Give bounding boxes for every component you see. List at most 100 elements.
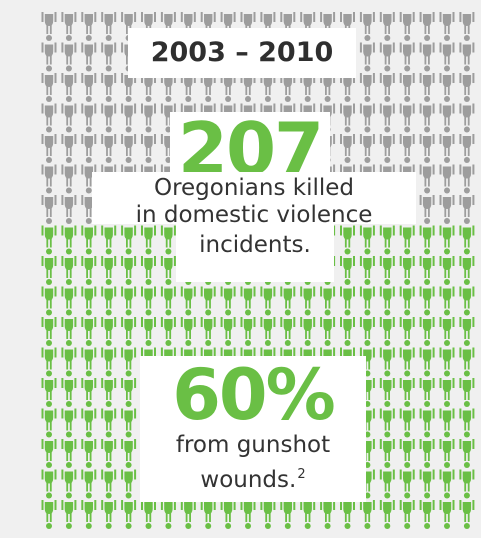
person-figure-icon (141, 73, 156, 102)
person-figure-icon (399, 286, 415, 316)
person-figure-icon (101, 317, 117, 346)
person-figure-icon (240, 73, 256, 102)
person-figure-icon (141, 134, 156, 163)
person-figure-icon (141, 286, 156, 316)
person-figure-icon (61, 378, 77, 407)
person-figure-icon (240, 286, 256, 316)
person-figure-icon (121, 256, 137, 285)
person-figure-icon (399, 73, 415, 102)
person-figure-icon (121, 347, 137, 377)
killed-caption-line-3: incidents. (199, 232, 311, 258)
person-figure-icon (61, 500, 77, 529)
person-figure-icon (101, 134, 117, 163)
person-figure-icon (359, 225, 375, 255)
person-figure-icon (419, 347, 435, 377)
person-figure-icon (359, 317, 375, 346)
person-figure-icon (121, 439, 137, 468)
person-figure-icon (180, 317, 196, 346)
person-figure-icon (260, 500, 276, 529)
person-figure-icon (81, 12, 97, 41)
person-figure-icon (459, 164, 475, 194)
person-figure-icon (379, 12, 395, 41)
person-figure-icon (439, 256, 455, 285)
person-figure-icon (459, 12, 475, 41)
person-figure-icon (419, 164, 435, 194)
person-figure-icon (81, 286, 97, 316)
person-figure-icon (359, 42, 375, 72)
person-figure-icon (399, 317, 415, 346)
person-figure-icon (379, 408, 395, 438)
person-figure-icon (101, 378, 117, 407)
person-figure-icon (200, 500, 216, 529)
person-figure-icon (459, 103, 475, 133)
person-figure-icon (399, 347, 415, 377)
person-figure-icon (81, 500, 97, 529)
person-figure-icon (280, 500, 296, 529)
person-figure-icon (160, 256, 176, 285)
person-figure-icon (359, 134, 375, 163)
person-figure-icon (399, 103, 415, 133)
person-figure-icon (419, 378, 435, 407)
person-figure-icon (340, 73, 355, 102)
footnote-marker: 2 (297, 467, 306, 482)
gunshot-stat-box: 60% from gunshot wounds.2 (140, 356, 366, 502)
person-figure-icon (61, 256, 77, 285)
person-figure-icon (81, 408, 97, 438)
person-figure-icon (41, 408, 57, 438)
person-figure-icon (160, 317, 176, 346)
person-figure-icon (41, 286, 57, 316)
person-figure-icon (439, 439, 455, 468)
person-figure-icon (439, 134, 455, 163)
person-figure-icon (121, 286, 137, 316)
person-figure-icon (41, 164, 57, 194)
person-figure-icon (419, 317, 435, 346)
person-figure-icon (160, 73, 176, 102)
person-figure-icon (459, 134, 475, 163)
killed-caption-line-1: Oregonians killed (153, 175, 355, 201)
person-figure-icon (439, 378, 455, 407)
person-figure-icon (141, 225, 156, 255)
person-figure-icon (439, 225, 455, 255)
person-figure-icon (81, 42, 97, 72)
person-figure-icon (180, 500, 196, 529)
person-figure-icon (81, 378, 97, 407)
person-figure-icon (459, 256, 475, 285)
person-figure-icon (101, 103, 117, 133)
person-figure-icon (61, 195, 77, 224)
person-figure-icon (81, 317, 97, 346)
person-figure-icon (41, 134, 57, 163)
person-figure-icon (459, 286, 475, 316)
person-figure-icon (141, 500, 156, 529)
person-figure-icon (41, 225, 57, 255)
person-figure-icon (459, 469, 475, 499)
person-figure-icon (121, 134, 137, 163)
person-figure-icon (459, 378, 475, 407)
person-figure-icon (240, 500, 256, 529)
person-figure-icon (459, 347, 475, 377)
person-figure-icon (141, 317, 156, 346)
gunshot-percent: 60% (172, 354, 336, 436)
person-figure-icon (141, 103, 156, 133)
person-figure-icon (160, 225, 176, 255)
person-figure-icon (419, 42, 435, 72)
gunshot-caption-line-2: wounds.2 (140, 460, 366, 495)
person-figure-icon (340, 103, 355, 133)
person-figure-icon (340, 286, 355, 316)
person-figure-icon (419, 286, 435, 316)
person-figure-icon (61, 42, 77, 72)
person-figure-icon (439, 103, 455, 133)
gunshot-caption-line-1: from gunshot (175, 432, 331, 458)
person-figure-icon (220, 286, 236, 316)
person-figure-icon (399, 225, 415, 255)
person-figure-icon (81, 256, 97, 285)
person-figure-icon (340, 134, 355, 163)
person-figure-icon (300, 73, 316, 102)
person-figure-icon (379, 73, 395, 102)
person-figure-icon (439, 286, 455, 316)
person-figure-icon (399, 134, 415, 163)
person-figure-icon (81, 164, 97, 194)
person-figure-icon (399, 469, 415, 499)
person-figure-icon (41, 73, 57, 102)
person-figure-icon (240, 317, 256, 346)
person-figure-icon (101, 347, 117, 377)
